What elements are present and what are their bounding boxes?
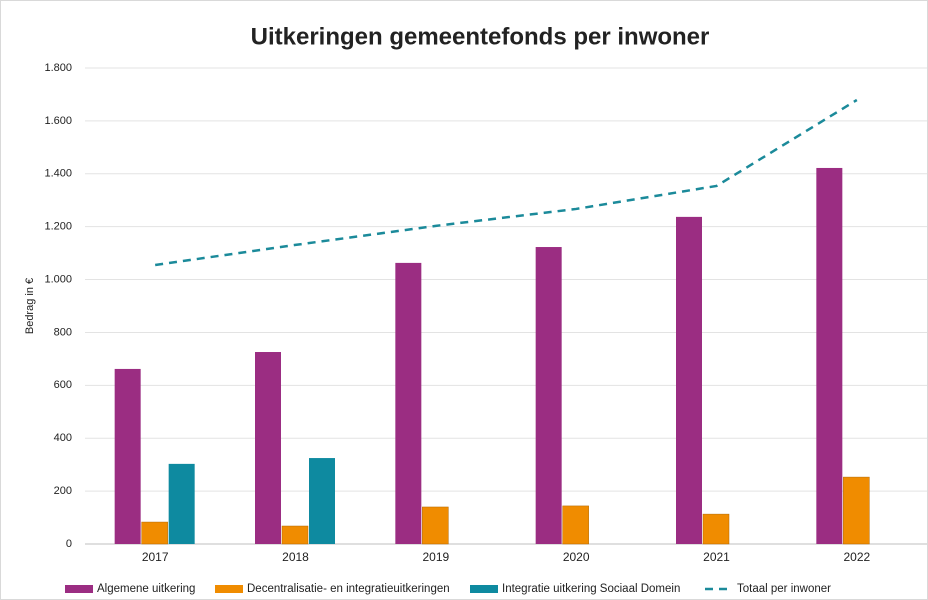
bar <box>309 458 335 544</box>
bar <box>843 476 870 545</box>
y-tick-label: 600 <box>54 379 72 391</box>
legend-swatch <box>215 585 243 593</box>
y-tick-label: 1.600 <box>44 115 72 127</box>
y-tick-label: 0 <box>66 538 72 550</box>
legend-swatch <box>65 585 93 593</box>
y-tick-label: 1.400 <box>44 168 72 180</box>
x-tick-label: 2018 <box>282 550 309 564</box>
y-tick-label: 1.200 <box>44 221 72 233</box>
bar <box>141 521 168 545</box>
bar <box>114 368 141 544</box>
legend-label: Integratie uitkering Sociaal Domein <box>502 583 680 595</box>
bar <box>676 216 702 545</box>
bar <box>562 505 589 545</box>
bar <box>816 167 843 544</box>
y-axis-label: Bedrag in € <box>24 278 36 334</box>
legend-label: Algemene uitkering <box>97 583 195 595</box>
bar <box>702 513 730 545</box>
y-tick-label: 200 <box>54 485 72 497</box>
x-tick-label: 2019 <box>422 550 449 564</box>
legend-label: Totaal per inwoner <box>737 583 831 595</box>
y-tick-label: 1.000 <box>44 273 72 285</box>
x-tick-label: 2022 <box>843 550 870 564</box>
bar <box>255 352 281 544</box>
legend-label: Decentralisatie- en integratieuitkeringe… <box>247 583 450 595</box>
chart-title: Uitkeringen gemeentefonds per inwoner <box>251 23 710 50</box>
y-tick-label: 1.800 <box>44 62 72 74</box>
bar <box>535 247 562 545</box>
y-tick-label: 800 <box>54 326 72 338</box>
x-tick-label: 2020 <box>563 550 590 564</box>
bar <box>168 463 195 544</box>
y-tick-label: 400 <box>54 432 72 444</box>
legend-swatch <box>470 585 498 593</box>
x-tick-label: 2017 <box>142 550 169 564</box>
bar <box>281 525 309 545</box>
bar <box>422 506 449 545</box>
bar <box>395 262 422 544</box>
x-tick-label: 2021 <box>703 550 730 564</box>
line-series <box>154 98 858 267</box>
